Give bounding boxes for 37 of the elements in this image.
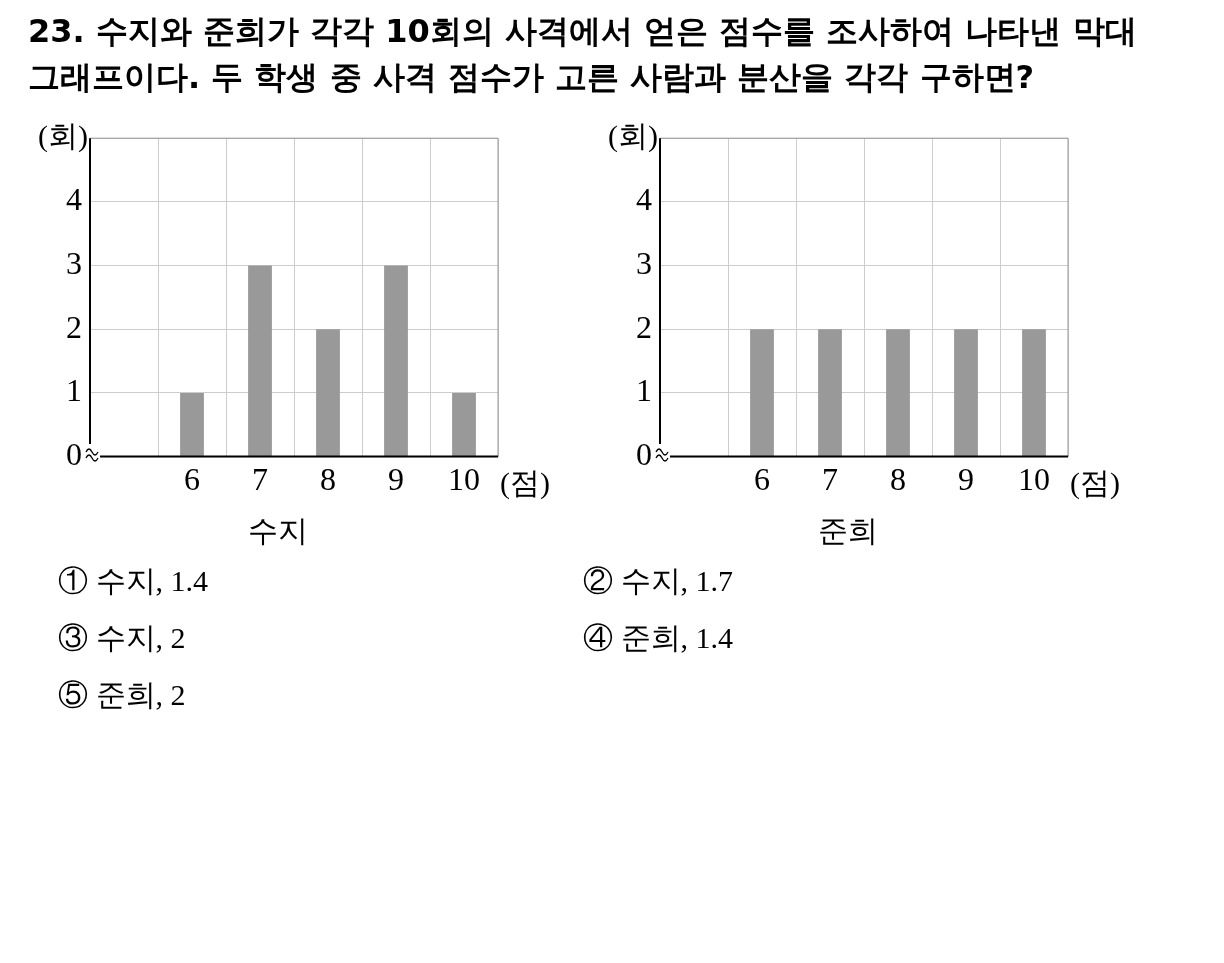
- y-tick-label: 2: [66, 308, 82, 345]
- x-tick-label: 9: [388, 460, 404, 497]
- text: ① 수지, 1.4: [58, 562, 209, 599]
- y-tick-label: 1: [66, 372, 82, 409]
- bar: [384, 265, 408, 456]
- x-tick-label: 6: [754, 460, 770, 497]
- x-tick-label: 8: [890, 460, 906, 497]
- x-tick-label: 7: [822, 460, 838, 497]
- x-axis-title: (점): [500, 466, 550, 501]
- x-axis-title: (점): [1070, 466, 1120, 501]
- text: 준희: [818, 512, 878, 548]
- y-tick-label: 4: [66, 181, 82, 218]
- text: ② 수지, 1.7: [583, 562, 734, 599]
- bar: [180, 392, 204, 456]
- y-tick-label: 0: [636, 435, 652, 472]
- text: 23. 수지와 준희가 각각 10회의 사격에서 얻은 점수를 조사하여 나타낸 막대그래프이다. 두 학생 중 사격 점수가 고른 사람과 분산을 각각 구하면?: [27, 11, 1138, 99]
- x-tick-label: 8: [320, 460, 336, 497]
- x-tick-label: 10: [1018, 460, 1050, 497]
- bar: [316, 329, 340, 456]
- y-tick-label: 3: [66, 244, 82, 281]
- text: ⑤ 준희, 2: [58, 676, 187, 713]
- x-tick-label: 9: [958, 460, 974, 497]
- y-tick-label: 3: [636, 244, 652, 281]
- y-axis-title: (회): [608, 118, 658, 153]
- x-tick-label: 10: [448, 460, 480, 497]
- bar: [452, 392, 476, 456]
- y-tick-label: 2: [636, 308, 652, 345]
- y-axis-title: (회): [38, 118, 88, 153]
- y-tick-label: 4: [636, 181, 652, 218]
- y-tick-label: 1: [636, 372, 652, 409]
- text: ③ 수지, 2: [58, 619, 187, 656]
- y-tick-label: 0: [66, 435, 82, 472]
- x-tick-label: 7: [252, 460, 268, 497]
- text: ④ 준희, 1.4: [583, 619, 734, 656]
- bar: [248, 265, 272, 456]
- text: 수지: [248, 512, 308, 548]
- x-tick-label: 6: [184, 460, 200, 497]
